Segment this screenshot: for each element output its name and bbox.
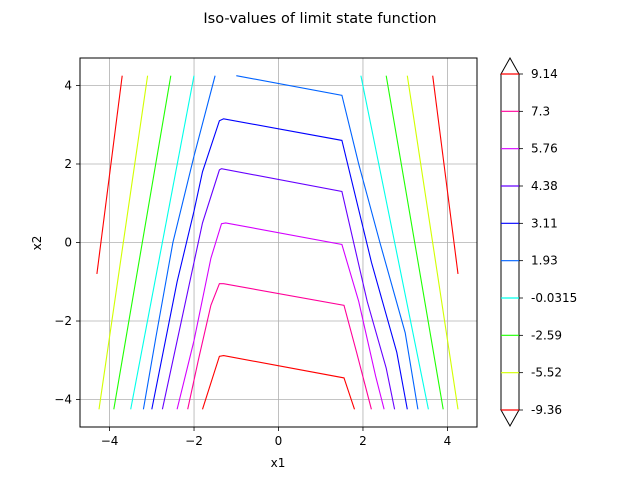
colorbar-tick-label: 4.38 xyxy=(531,179,558,193)
colorbar-tick-label: -2.59 xyxy=(531,328,562,342)
contour-line xyxy=(360,75,429,410)
colorbar-tick-label: 7.3 xyxy=(531,104,550,118)
x-tick-label: 0 xyxy=(275,434,283,448)
contour-line xyxy=(176,222,385,410)
y-tick-label: 0 xyxy=(64,236,72,250)
x-axis-label: x1 xyxy=(271,456,286,470)
y-tick-label: −4 xyxy=(54,393,72,407)
colorbar-tick-label: 3.11 xyxy=(531,216,558,230)
x-tick-label: −2 xyxy=(185,434,203,448)
contour-line xyxy=(406,75,459,410)
colorbar-levels: 9.14 7.3 5.76 4.38 3.11 1.93 -0.0315 -2.59 -5.52… xyxy=(501,67,577,417)
colorbar-top-extension xyxy=(500,56,520,75)
contour-line xyxy=(98,75,149,410)
y-tick-label: −2 xyxy=(54,314,72,328)
contour-line xyxy=(151,118,408,410)
x-tick-label: 4 xyxy=(444,434,452,448)
contour-line xyxy=(432,75,459,274)
contour-lines xyxy=(96,75,459,410)
colorbar: 9.14 7.3 5.76 4.38 3.11 1.93 -0.0315 -2.59 -5.52… xyxy=(500,56,577,428)
contour-line xyxy=(96,75,123,274)
chart-title: Iso-values of limit state function xyxy=(203,11,436,27)
y-axis-label: x2 xyxy=(30,236,44,251)
contour-line xyxy=(161,168,396,410)
colorbar-tick-label: -9.36 xyxy=(531,403,562,417)
colorbar-tick-label: -0.0315 xyxy=(531,291,577,305)
y-tick-label: 4 xyxy=(64,78,72,92)
colorbar-tick-label: 1.93 xyxy=(531,254,558,268)
contour-line xyxy=(385,75,444,410)
contour-line xyxy=(142,75,216,410)
contour-line xyxy=(187,283,372,410)
plot-area: −4 −2 0 2 4 −4 −2 0 2 4 xyxy=(54,57,478,448)
colorbar-bottom-extension xyxy=(500,409,520,428)
colorbar-tick-label: 5.76 xyxy=(531,142,558,156)
y-tick-label: 2 xyxy=(64,157,72,171)
x-tick-label: 2 xyxy=(359,434,367,448)
contour-line xyxy=(130,75,195,410)
y-axis-ticks: −4 −2 0 2 4 xyxy=(54,78,80,407)
colorbar-tick-label: -5.52 xyxy=(531,366,562,380)
colorbar-body xyxy=(500,73,520,411)
x-axis-ticks: −4 −2 0 2 4 xyxy=(101,427,452,448)
contour-line xyxy=(236,75,419,410)
contour-line xyxy=(113,75,172,410)
x-tick-label: −4 xyxy=(101,434,119,448)
colorbar-tick-label: 9.14 xyxy=(531,67,558,81)
contour-line xyxy=(201,355,356,410)
